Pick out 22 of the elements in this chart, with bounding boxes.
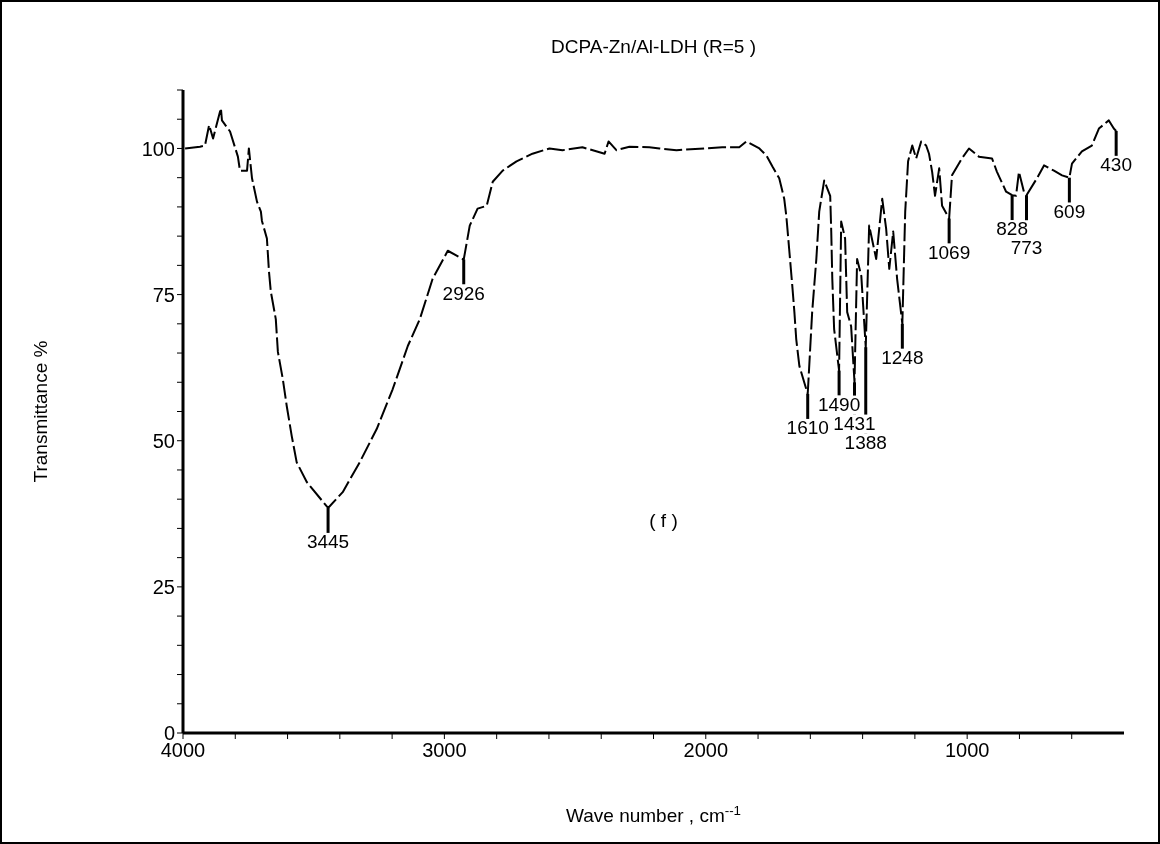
x-axis-title: Wave number , cm$^{--1}$ — [566, 802, 741, 826]
x-tick-label: 3000 — [422, 739, 467, 762]
y-tick-label: 75 — [152, 283, 175, 306]
annotation: 1610 — [786, 416, 829, 438]
chart-title: DCPA-Zn/Al-LDH (R=5 ) — [550, 36, 757, 58]
annotation: ( f ) — [649, 510, 678, 532]
annotation: 1069 — [927, 241, 971, 263]
x-tick-label: 2000 — [683, 739, 729, 762]
y-tick-label: 50 — [152, 429, 175, 452]
annotation: 609 — [1053, 200, 1086, 222]
y-tick-label: 100 — [141, 137, 175, 160]
y-axis-title: Transmittance % — [29, 340, 51, 483]
annotation: 1388 — [844, 431, 887, 453]
annotation: 3445 — [306, 530, 350, 552]
annotation: 2926 — [442, 282, 485, 304]
x-tick-label: 1000 — [944, 739, 990, 762]
annotation: 1248 — [881, 346, 924, 368]
x-tick-label: 4000 — [160, 739, 206, 762]
annotation: 773 — [1010, 237, 1043, 259]
annotation: 430 — [1100, 153, 1133, 175]
y-tick-label: 25 — [152, 575, 175, 598]
annotation: 828 — [996, 218, 1028, 240]
